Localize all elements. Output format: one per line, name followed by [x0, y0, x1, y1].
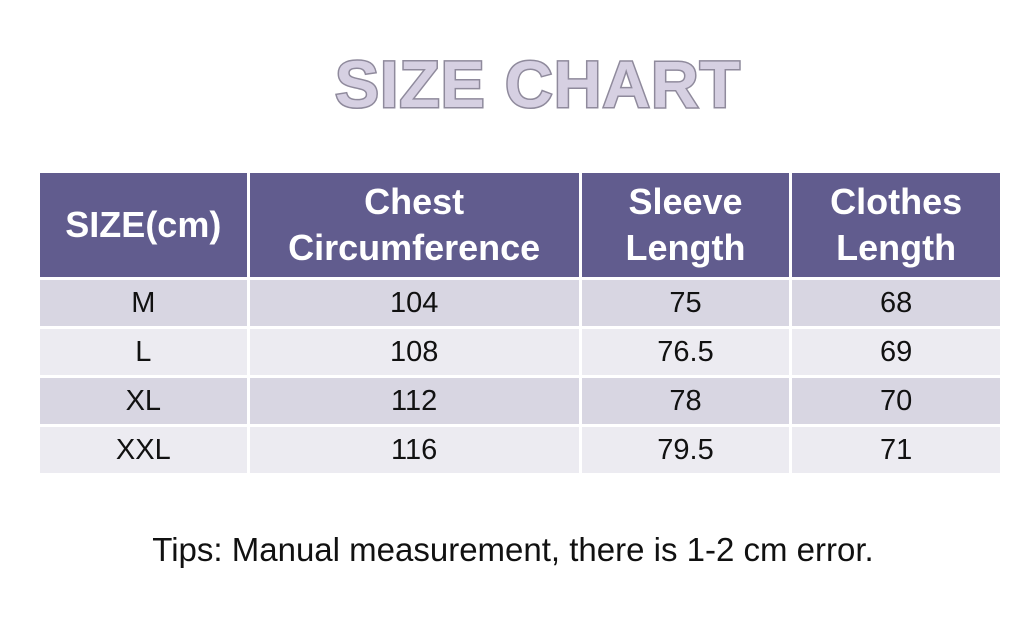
cell-size: XL [37, 375, 250, 427]
size-table: SIZE(cm) Chest Circumference Sleeve Leng… [37, 170, 1003, 476]
cell-chest: 112 [246, 375, 582, 427]
header-sleeve-line-2: Length [625, 227, 746, 268]
cell-size: L [37, 326, 250, 378]
cell-clothes: 68 [789, 277, 1003, 329]
cell-sleeve: 76.5 [578, 326, 793, 378]
header-sleeve-line-1: Sleeve [628, 181, 743, 222]
table-row: XXL 116 79.5 71 [37, 424, 1003, 476]
header-size: SIZE(cm) [37, 170, 250, 280]
header-chest-line-1: Chest [364, 181, 465, 222]
header-clothes-line-2: Length [836, 227, 957, 268]
size-chart-title: SIZE CHART [334, 46, 742, 123]
tips-note: Tips: Manual measurement, there is 1-2 c… [152, 531, 874, 568]
cell-size: XXL [37, 424, 250, 476]
header-size-label: SIZE(cm) [65, 204, 222, 245]
cell-clothes: 70 [789, 375, 1003, 427]
header-clothes-line-1: Clothes [830, 181, 963, 222]
table-row: M 104 75 68 [37, 277, 1003, 329]
header-chest-circumference: Chest Circumference [246, 170, 582, 280]
header-chest-line-2: Circumference [288, 227, 541, 268]
cell-sleeve: 75 [578, 277, 793, 329]
cell-chest: 104 [246, 277, 582, 329]
cell-size: M [37, 277, 250, 329]
cell-chest: 116 [246, 424, 582, 476]
header-clothes-length: Clothes Length [789, 170, 1003, 280]
cell-clothes: 69 [789, 326, 1003, 378]
table-row: L 108 76.5 69 [37, 326, 1003, 378]
table-row: XL 112 78 70 [37, 375, 1003, 427]
table-header-row: SIZE(cm) Chest Circumference Sleeve Leng… [37, 170, 1003, 280]
cell-clothes: 71 [789, 424, 1003, 476]
header-sleeve-length: Sleeve Length [578, 170, 793, 280]
cell-sleeve: 79.5 [578, 424, 793, 476]
cell-chest: 108 [246, 326, 582, 378]
cell-sleeve: 78 [578, 375, 793, 427]
